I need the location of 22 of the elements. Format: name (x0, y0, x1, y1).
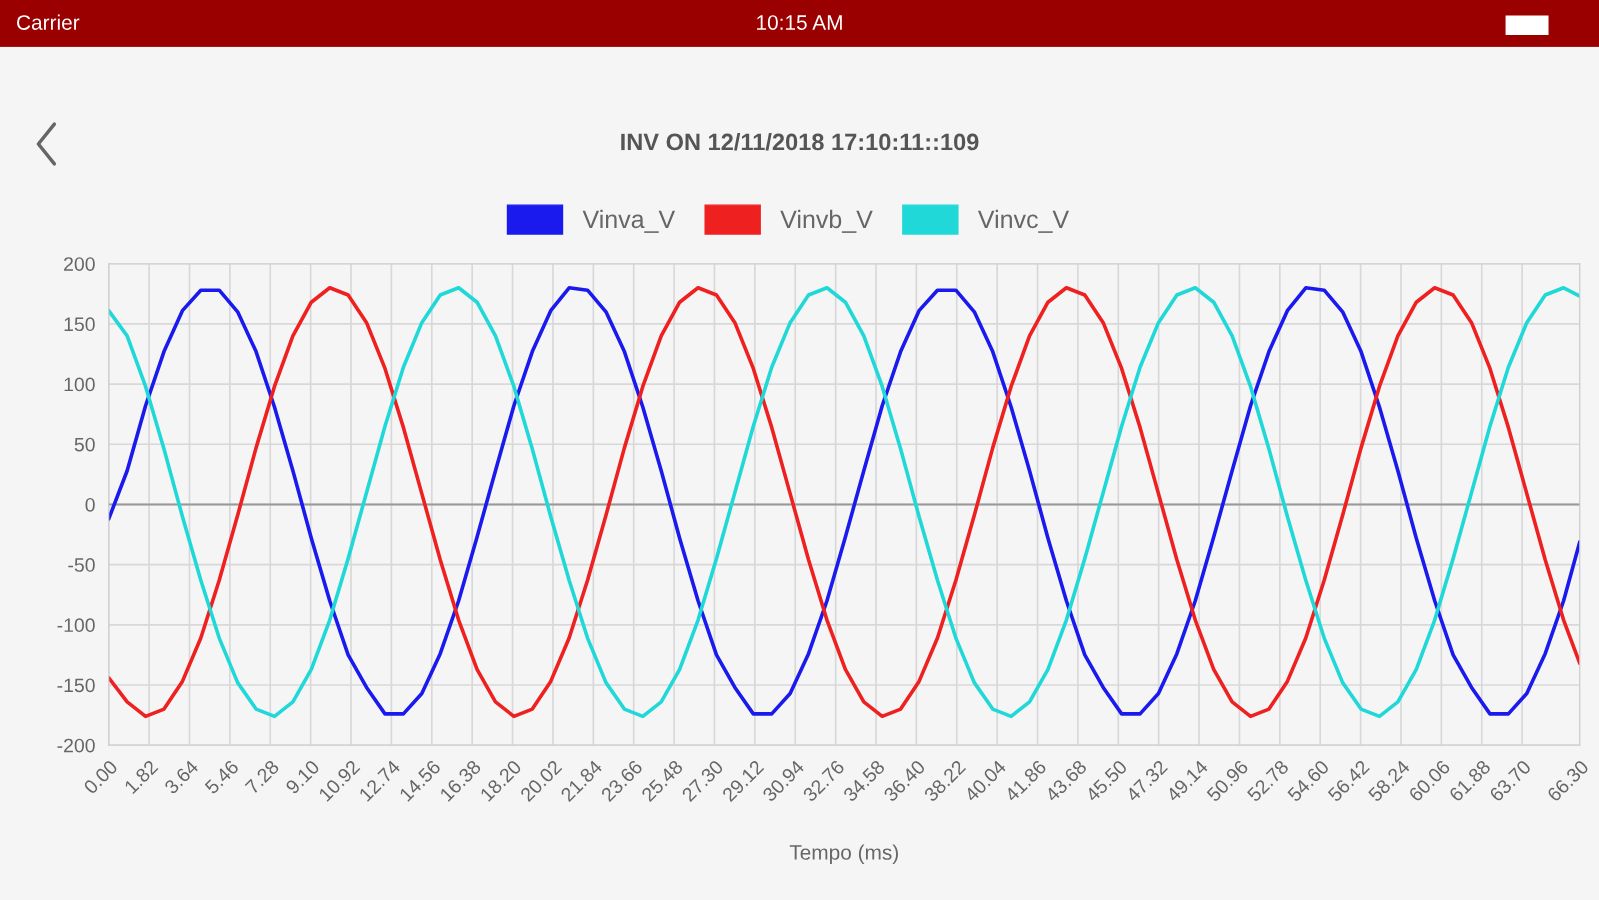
x-tick-label: 3.64 (163, 759, 200, 795)
y-tick-label: 200 (64, 257, 95, 271)
y-tick-label: -150 (57, 678, 95, 693)
y-tick-label: -50 (68, 558, 95, 572)
legend-label: Vinva_V (582, 209, 676, 233)
legend-label: Vinvc_V (977, 209, 1070, 233)
y-tick-label: -100 (57, 618, 95, 633)
x-axis-title: Tempo (ms) (789, 844, 898, 864)
y-tick-label: 50 (74, 437, 95, 452)
x-tick-label: 9.10 (284, 759, 321, 795)
y-tick-label: 150 (64, 317, 95, 332)
y-tick-label: 100 (64, 377, 95, 392)
legend-label: Vinvb_V (780, 209, 873, 233)
chart-title: INV ON 12/11/2018 17:10:11::109 (621, 133, 979, 151)
text: 10:15 AM (757, 15, 842, 30)
x-tick-label: 5.46 (204, 759, 240, 795)
x-tick-label: 1.82 (123, 759, 159, 795)
x-tick-label: 0.00 (82, 759, 119, 795)
y-tick-label: -200 (57, 738, 95, 753)
text: Carrier (17, 14, 80, 30)
y-tick-label: 0 (85, 497, 95, 512)
x-tick-label: 7.28 (244, 759, 280, 795)
